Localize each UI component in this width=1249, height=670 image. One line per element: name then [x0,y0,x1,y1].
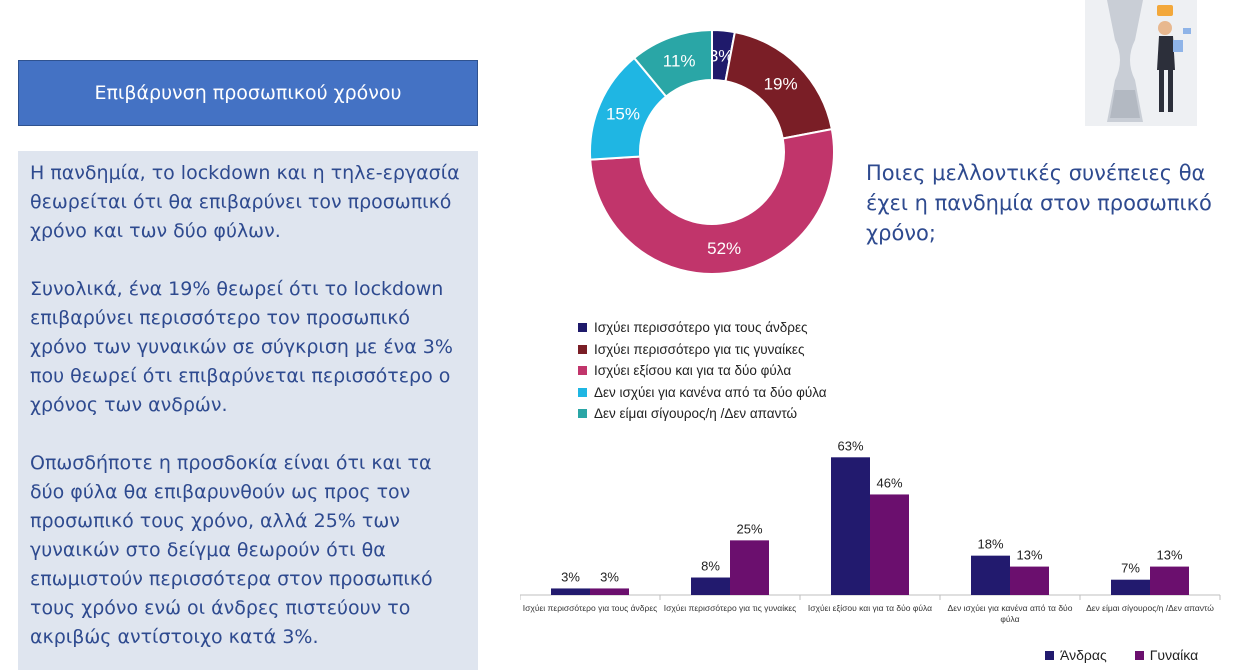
bar [1111,579,1150,595]
summary-paragraph: Συνολικά, ένα 19% θεωρεί ότι το lockdown… [30,278,453,416]
legend-swatch [578,409,587,419]
donut-slice-label: 15% [606,104,640,123]
legend-swatch [578,387,587,397]
legend-swatch [578,323,587,333]
donut-legend-item: Δεν ισχύει για κανένα από τα δύο φύλα [578,382,827,404]
bar-value-label: 25% [736,521,762,536]
donut-slice-label: 52% [707,239,741,258]
bar-legend: Άνδρας Γυναίκα [1045,647,1226,663]
bar-value-label: 3% [561,569,580,584]
legend-swatch [1045,650,1054,660]
bar-value-label: 8% [701,559,720,574]
donut-chart: 3% 19% 52% 15% 11% [589,28,835,275]
legend-label: Ισχύει περισσότερο για τις γυναίκες [594,341,805,357]
bar [971,555,1010,595]
x-tick-label: Δεν είμαι σίγουρος/η /Δεν απαντώ [1086,603,1214,613]
donut-legend: Ισχύει περισσότερο για τους άνδρες Ισχύει… [578,317,827,425]
bar-legend-item: Άνδρας [1045,647,1107,663]
legend-label: Γυναίκα [1149,647,1199,663]
bar-value-label: 13% [1156,548,1182,563]
bar-legend-item: Γυναίκα [1134,647,1199,663]
x-tick-label: Ισχύει περισσότερο για τους άνδρες [523,603,657,613]
bar [831,457,870,595]
donut-slice [632,28,713,98]
donut-legend-item: Ισχύει εξίσου και για τα δύο φύλα [578,360,827,382]
section-title: Επιβάρυνση προσωπικού χρόνου [18,60,478,126]
bar-value-label: 46% [876,475,902,490]
bar [590,588,629,595]
legend-label: Ισχύει εξίσου και για τα δύο φύλα [594,363,792,379]
donut-slice-label: 19% [764,74,798,93]
bar [1150,566,1189,595]
summary-paragraph: Οπωσδήποτε η προσδοκία είναι ότι και τα … [30,452,433,648]
donut-legend-item: Ισχύει περισσότερο για τις γυναίκες [578,339,827,361]
survey-question: Ποιες μελλοντικές συνέπειες θα έχει η πα… [866,161,1212,245]
legend-swatch [1134,650,1144,660]
hourglass-illustration [1085,0,1197,126]
bar [691,577,730,595]
donut-slice-label: 11% [663,52,696,71]
donut-legend-item: Δεν είμαι σίγουρος/η /Δεν απαντώ [578,403,827,425]
bar-value-label: 7% [1121,561,1140,576]
legend-label: Άνδρας [1060,647,1107,663]
legend-swatch [578,344,587,354]
bar [551,588,590,595]
x-tick-label: Δεν ισχύει για κανένα από τα δύο φύλα [948,603,1073,624]
summary-paragraph: Η πανδημία, το lockdown και η τηλε-εργασ… [30,162,460,242]
bar [870,494,909,595]
bar [730,540,769,595]
bar-value-label: 18% [977,537,1003,552]
donut-slice [589,127,835,275]
donut-legend-item: Ισχύει περισσότερο για τους άνδρες [578,317,827,339]
grouped-bar-chart: 3% 3% Ισχύει περισσότερο για τους άνδρες 8%… [520,440,1221,624]
legend-label: Δεν ισχύει για κανένα από τα δύο φύλα [594,384,827,400]
bar [1010,566,1049,595]
x-tick-label: Ισχύει περισσότερο για τις γυναίκες [664,603,797,613]
legend-label: Δεν είμαι σίγουρος/η /Δεν απαντώ [594,406,798,422]
bar-value-label: 63% [837,440,863,453]
x-tick-label: Ισχύει εξίσου και για τα δύο φύλα [808,603,932,613]
legend-swatch [578,366,587,376]
bar-value-label: 13% [1016,548,1042,563]
bar-value-label: 3% [600,569,619,584]
legend-label: Ισχύει περισσότερο για τους άνδρες [594,320,808,336]
donut-slice-label: 3% [709,46,734,65]
summary-panel: Η πανδημία, το lockdown και η τηλε-εργασ… [18,151,478,670]
